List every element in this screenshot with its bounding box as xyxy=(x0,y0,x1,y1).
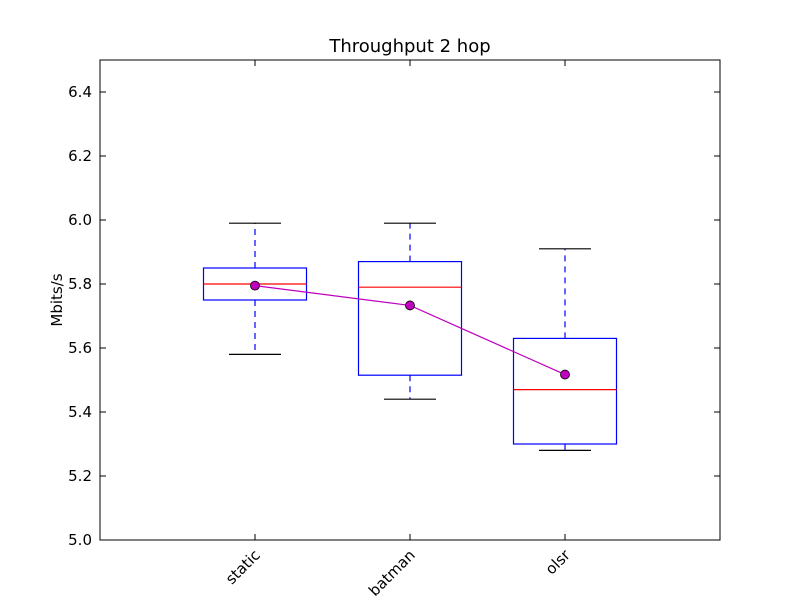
y-tick-label: 6.2 xyxy=(68,147,92,165)
iqr-box xyxy=(357,261,463,376)
iqr-box xyxy=(512,337,618,445)
mean-point-static xyxy=(250,280,260,291)
x-tick-label-static: static xyxy=(222,546,264,588)
y-tick-label: 5.6 xyxy=(68,339,92,357)
x-tick-label-olsr: olsr xyxy=(542,546,575,579)
box-olsr xyxy=(512,248,618,451)
mean-line xyxy=(254,285,566,376)
y-tick-label: 6.4 xyxy=(68,83,92,101)
plot-area xyxy=(202,222,618,451)
y-tick-label: 5.0 xyxy=(68,531,92,549)
y-tick-label: 5.2 xyxy=(68,467,92,485)
axes: 5.0 5.2 5.4 5.6 5.8 6.0 6.2 6.4 static batman olsr xyxy=(68,60,720,600)
plot-frame xyxy=(99,59,721,541)
x-tick-label-batman: batman xyxy=(365,546,419,600)
y-axis-label: Mbits/s xyxy=(48,273,66,326)
mean-point-batman xyxy=(405,300,415,311)
y-tick-label: 5.8 xyxy=(68,275,92,293)
y-tick-label: 5.4 xyxy=(68,403,92,421)
y-tick-label: 6.0 xyxy=(68,211,92,229)
box-batman xyxy=(357,222,463,400)
mean-point-olsr xyxy=(560,369,570,380)
chart-title: Throughput 2 hop xyxy=(328,36,490,57)
